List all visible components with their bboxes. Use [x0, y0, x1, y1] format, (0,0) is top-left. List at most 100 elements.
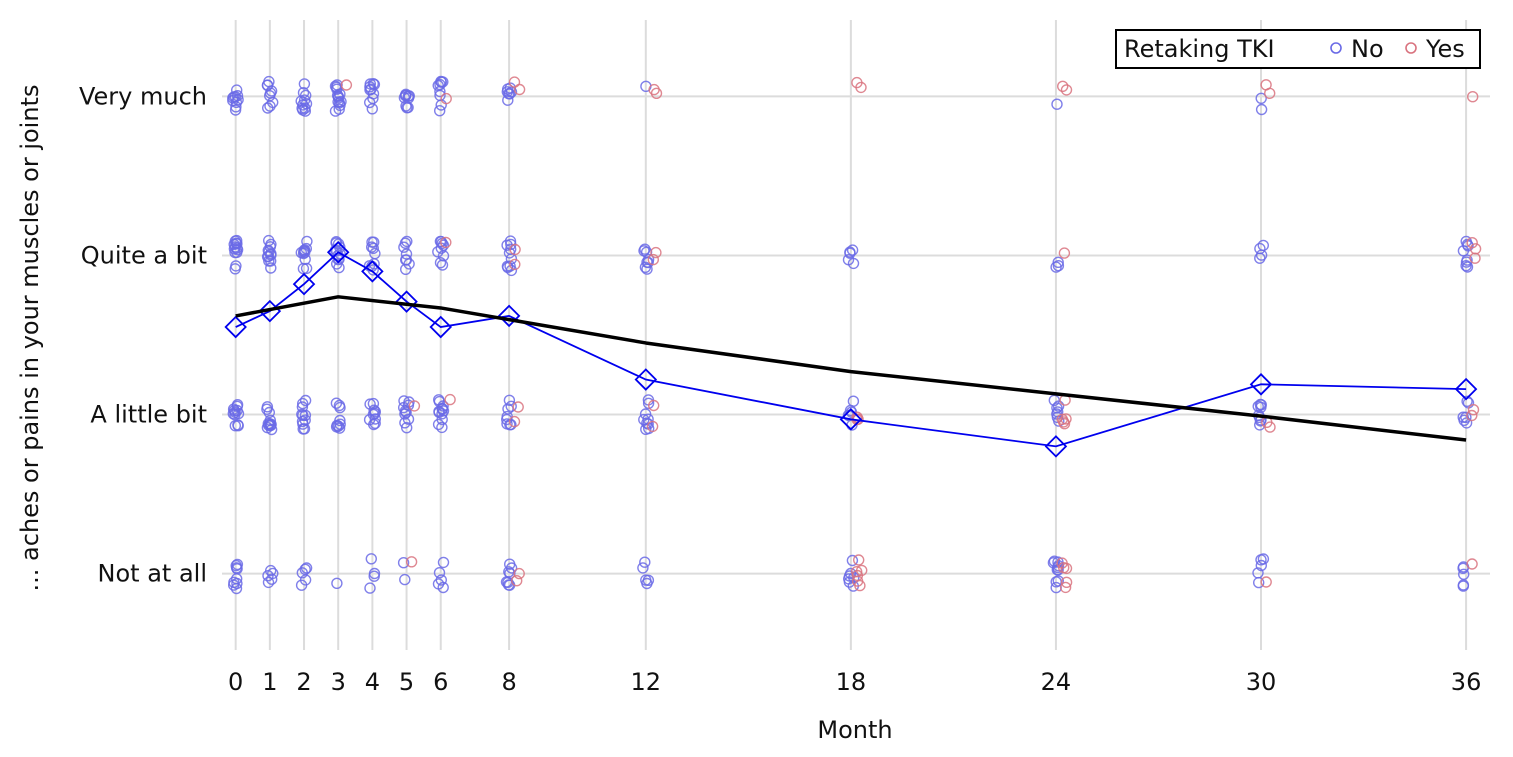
x-tick-label: 12	[631, 668, 662, 696]
x-tick-label: 24	[1041, 668, 1072, 696]
point-no	[334, 247, 346, 260]
point-no	[265, 247, 277, 260]
point-no	[397, 557, 410, 569]
y-tick-labels: Not at all A little bit Quite a bit Very mu…	[79, 82, 207, 587]
point-no	[367, 87, 380, 100]
x-tick-label: 8	[501, 668, 516, 696]
point-yes	[1467, 404, 1480, 416]
x-tick-label: 5	[399, 668, 414, 696]
legend-marker-yes	[1405, 42, 1417, 54]
x-tick-labels: 0 1 2 3 4 5 6 8 12 18 24 30 36	[228, 668, 1481, 696]
point-no	[368, 236, 380, 248]
x-tick-label: 18	[836, 668, 867, 696]
point-no	[229, 263, 241, 275]
point-yes	[509, 258, 521, 271]
point-no	[1050, 261, 1062, 273]
point-no	[369, 406, 381, 418]
mean-diamond	[497, 304, 521, 328]
point-no	[400, 100, 412, 112]
trend-line	[235, 295, 1467, 442]
point-no	[332, 90, 345, 103]
point-yes	[1466, 558, 1478, 570]
point-no	[1457, 562, 1469, 574]
point-no	[332, 96, 344, 108]
point-yes	[1059, 581, 1072, 594]
point-no	[847, 395, 860, 407]
y-tick-label: Very much	[79, 82, 207, 110]
point-no	[502, 261, 514, 274]
point-yes	[405, 556, 418, 568]
point-no	[1460, 235, 1472, 248]
points-yes-series	[340, 76, 1482, 594]
point-no	[1457, 411, 1469, 423]
mean-diamond	[1249, 373, 1273, 396]
point-yes	[647, 253, 659, 266]
point-no	[501, 413, 513, 426]
point-no	[367, 242, 379, 255]
point-yes	[509, 243, 521, 256]
point-no	[432, 246, 444, 258]
point-no	[401, 422, 413, 434]
x-tick-label: 4	[365, 668, 380, 696]
point-no	[262, 244, 274, 257]
point-yes	[408, 400, 421, 412]
point-no	[432, 578, 445, 590]
point-no	[295, 246, 307, 259]
point-no	[401, 235, 413, 248]
point-no	[505, 400, 517, 412]
legend-title: Retaking TKI	[1124, 35, 1275, 63]
point-no	[433, 567, 446, 579]
point-no	[262, 102, 274, 114]
point-no	[501, 418, 513, 430]
point-no	[641, 263, 653, 275]
point-no	[1252, 576, 1265, 589]
point-yes	[513, 567, 525, 580]
point-yes	[650, 246, 662, 259]
point-no	[1457, 568, 1470, 580]
point-no	[231, 558, 244, 571]
point-no	[642, 397, 655, 409]
x-tick-label: 36	[1451, 668, 1482, 696]
point-no	[399, 237, 412, 249]
mean-diamond	[395, 290, 418, 313]
mean-diamond	[326, 240, 350, 264]
point-no	[402, 399, 415, 411]
point-no	[1255, 399, 1268, 411]
point-yes	[508, 415, 521, 428]
point-no	[1051, 98, 1063, 110]
x-tick-label: 30	[1246, 668, 1277, 696]
point-no	[365, 553, 377, 565]
point-no	[1254, 252, 1266, 264]
point-yes	[1469, 252, 1481, 264]
point-yes	[1260, 79, 1272, 91]
point-no	[1255, 92, 1267, 105]
point-no	[434, 85, 446, 98]
point-yes	[1466, 90, 1479, 103]
point-no	[400, 406, 412, 419]
point-no	[437, 239, 450, 251]
mean-diamond	[429, 315, 453, 339]
point-no	[432, 79, 444, 92]
point-yes	[646, 420, 659, 433]
point-no	[368, 570, 380, 582]
point-no	[402, 92, 415, 104]
point-no	[333, 103, 345, 115]
legend-label-no: No	[1351, 35, 1384, 63]
point-no	[1461, 254, 1473, 266]
point-no	[230, 559, 242, 572]
x-tick-label: 2	[296, 668, 311, 696]
point-no	[262, 570, 274, 582]
point-yes	[851, 76, 863, 89]
point-no	[334, 414, 346, 427]
point-no	[1460, 260, 1472, 272]
point-no	[399, 573, 411, 586]
point-no	[262, 576, 275, 589]
point-no	[295, 95, 307, 107]
point-no	[400, 248, 413, 260]
point-yes	[856, 564, 868, 577]
point-no	[368, 78, 381, 91]
point-no	[265, 262, 277, 274]
point-no	[436, 408, 448, 420]
point-no	[261, 79, 274, 91]
y-tick-label: Quite a bit	[81, 241, 207, 269]
